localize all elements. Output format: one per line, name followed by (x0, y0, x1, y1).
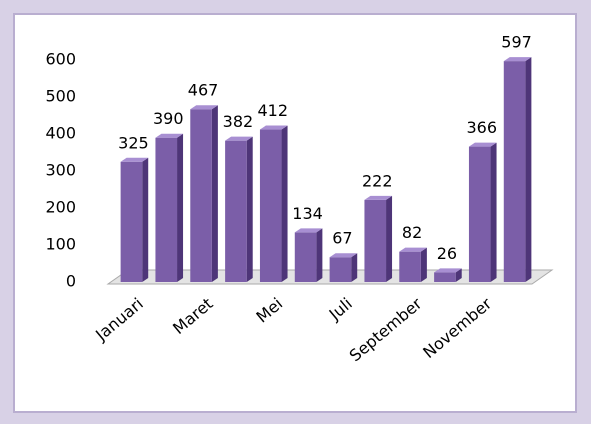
bar (434, 272, 456, 282)
bar-side (316, 228, 323, 282)
bar-top (468, 142, 497, 147)
bar (503, 61, 526, 282)
bar-top (503, 57, 532, 62)
bar-side (420, 247, 427, 282)
data-label: 390 (153, 109, 184, 128)
data-label: 412 (257, 101, 288, 120)
bar-side (211, 105, 218, 283)
data-label: 382 (223, 112, 254, 131)
bar-side (386, 195, 393, 282)
y-tick-label: 200 (45, 198, 76, 217)
data-label: 67 (332, 229, 352, 248)
bar-side (351, 253, 358, 282)
bar-side (177, 133, 184, 282)
bar (399, 251, 421, 282)
y-tick-label: 400 (45, 124, 76, 143)
bar-top (364, 195, 393, 200)
bar-side (490, 142, 497, 282)
bar (468, 146, 491, 282)
bar (329, 257, 352, 282)
bar (364, 199, 387, 282)
bar (294, 232, 317, 282)
bar-top (399, 247, 427, 252)
bar-top (120, 157, 149, 162)
data-label: 366 (466, 118, 497, 137)
data-label: 82 (402, 223, 422, 242)
data-label: 222 (362, 171, 393, 190)
bar-top (434, 268, 462, 273)
bar-side (142, 157, 149, 282)
y-tick-label: 300 (45, 161, 76, 180)
bar (259, 129, 282, 282)
bar-top (155, 133, 184, 138)
bar-top (329, 253, 358, 258)
bar (120, 161, 143, 282)
bar-top (259, 125, 288, 130)
data-label: 597 (501, 33, 532, 52)
data-label: 134 (292, 204, 323, 223)
bar-side (525, 57, 532, 282)
y-tick-label: 0 (66, 272, 76, 291)
bar (225, 140, 247, 282)
data-label: 26 (437, 244, 457, 263)
bar (155, 137, 178, 282)
data-label: 325 (118, 133, 149, 152)
y-tick-label: 600 (45, 50, 76, 69)
bar-side (455, 268, 462, 282)
y-tick-label: 500 (45, 87, 76, 106)
y-tick-label: 100 (45, 235, 76, 254)
bar-top (190, 105, 218, 110)
bar (190, 109, 212, 283)
bar-top (225, 136, 253, 141)
bar-side (246, 136, 253, 282)
bar-side (281, 125, 288, 282)
bar-top (294, 228, 323, 233)
data-label: 467 (188, 81, 219, 100)
